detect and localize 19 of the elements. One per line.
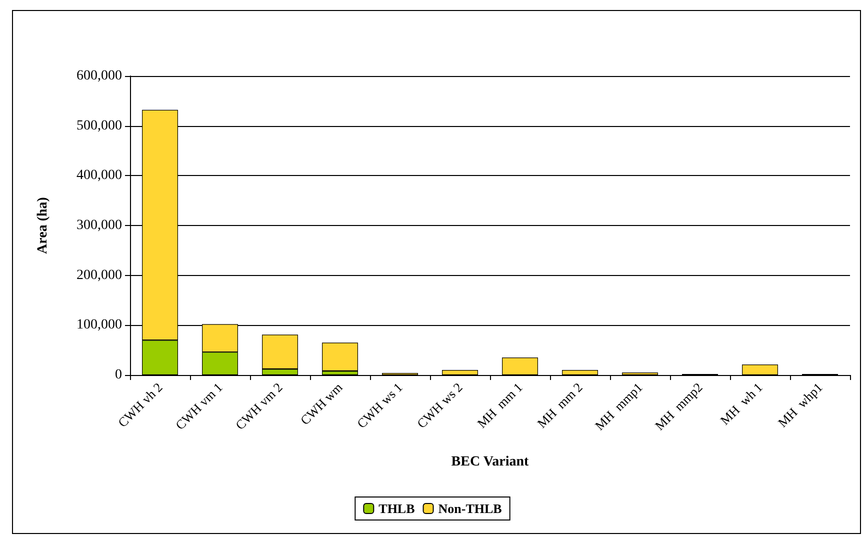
legend-label: Non-THLB	[438, 501, 502, 516]
y-tick-label: 200,000	[76, 268, 122, 283]
y-tick-label: 600,000	[76, 68, 122, 84]
y-tick-label: 300,000	[76, 218, 122, 233]
x-axis-title: BEC Variant	[451, 454, 530, 470]
y-axis-title: Area (ha)	[36, 196, 50, 254]
y-tick-label: 400,000	[76, 168, 122, 184]
bar	[322, 342, 358, 372]
y-tick-label: 0	[115, 368, 122, 382]
y-tick-label: 500,000	[76, 118, 122, 134]
legend-label: THLB	[378, 501, 416, 516]
x-tick-label: MH mm 1	[474, 380, 526, 431]
bar	[442, 370, 478, 375]
bar	[742, 364, 778, 375]
bar	[502, 358, 538, 375]
x-tick-label: MH mm 2	[534, 380, 586, 431]
x-tick-label: MH wh 1	[717, 380, 766, 428]
y-tick-label: 100,000	[76, 318, 122, 333]
bar	[562, 370, 598, 375]
